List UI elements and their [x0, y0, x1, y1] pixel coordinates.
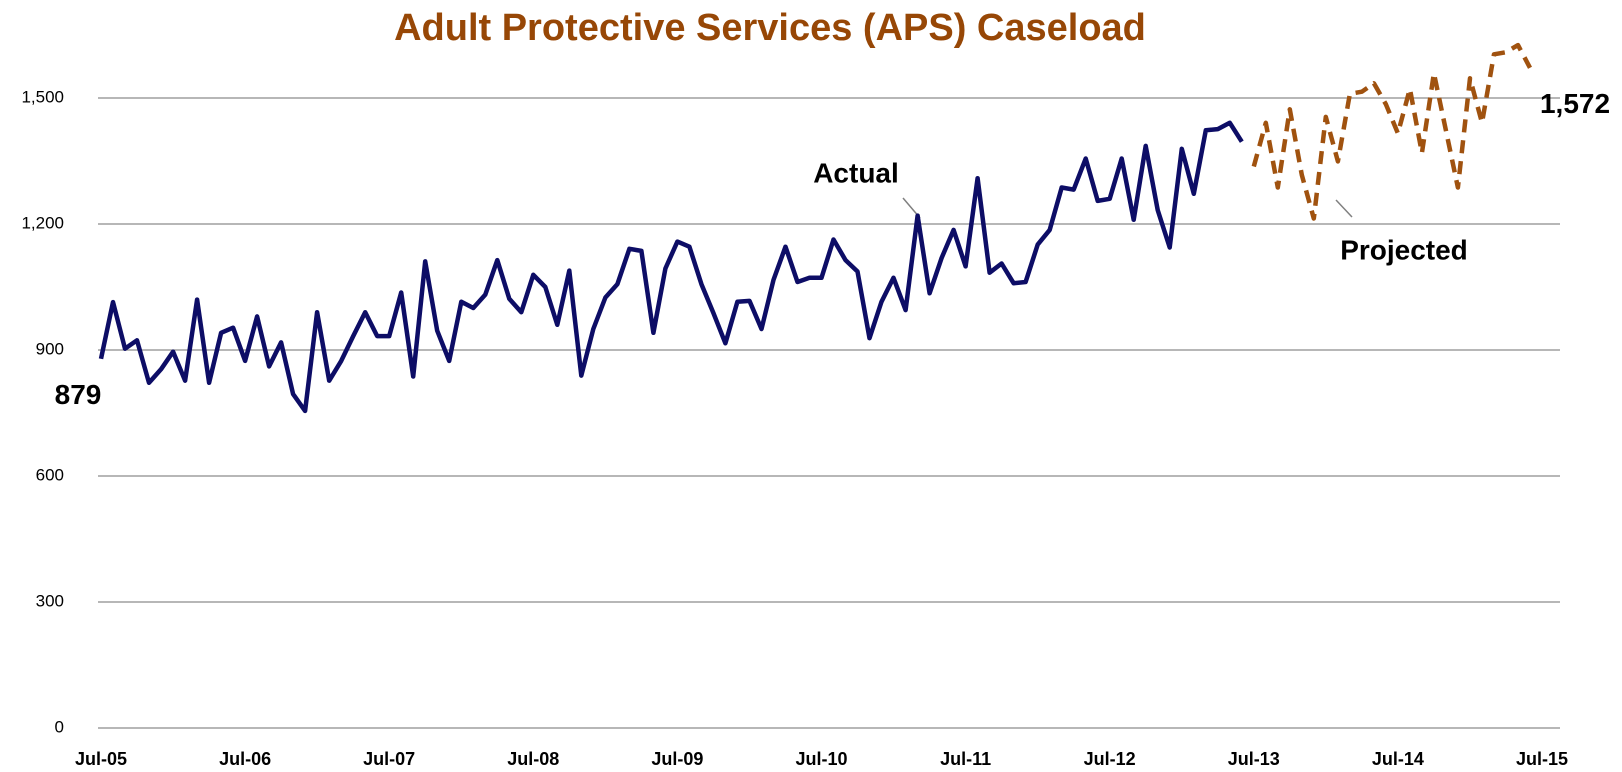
series-annotation: Actual: [813, 157, 899, 188]
series-line: [98, 120, 1244, 414]
x-tick-label: Jul-10: [795, 749, 847, 769]
x-tick-label: Jul-14: [1372, 749, 1424, 769]
chart-title: Adult Protective Services (APS) Caseload: [394, 7, 1146, 49]
x-tick-label: Jul-15: [1516, 749, 1568, 769]
y-tick-label: 1,200: [21, 213, 64, 232]
y-tick-label: 1,500: [21, 87, 64, 106]
x-tick-label: Jul-11: [940, 749, 991, 769]
x-tick-label: Jul-06: [219, 749, 271, 769]
y-tick-label: 600: [36, 465, 64, 484]
leader-line: [1335, 199, 1353, 218]
x-tick-label: Jul-09: [651, 749, 703, 769]
x-tick-label: Jul-13: [1228, 749, 1280, 769]
data-label: 879: [55, 379, 102, 410]
y-tick-label: 300: [36, 591, 64, 610]
x-tick-label: Jul-07: [363, 749, 415, 769]
y-tick-label: 900: [36, 339, 64, 358]
series-line: [1251, 42, 1532, 221]
y-tick-label: 0: [55, 717, 64, 736]
x-tick-label: Jul-05: [75, 749, 127, 769]
series-annotation: Projected: [1340, 234, 1468, 265]
x-tick-label: Jul-12: [1084, 749, 1136, 769]
x-tick-label: Jul-08: [507, 749, 559, 769]
data-label: 1,572: [1540, 88, 1610, 119]
